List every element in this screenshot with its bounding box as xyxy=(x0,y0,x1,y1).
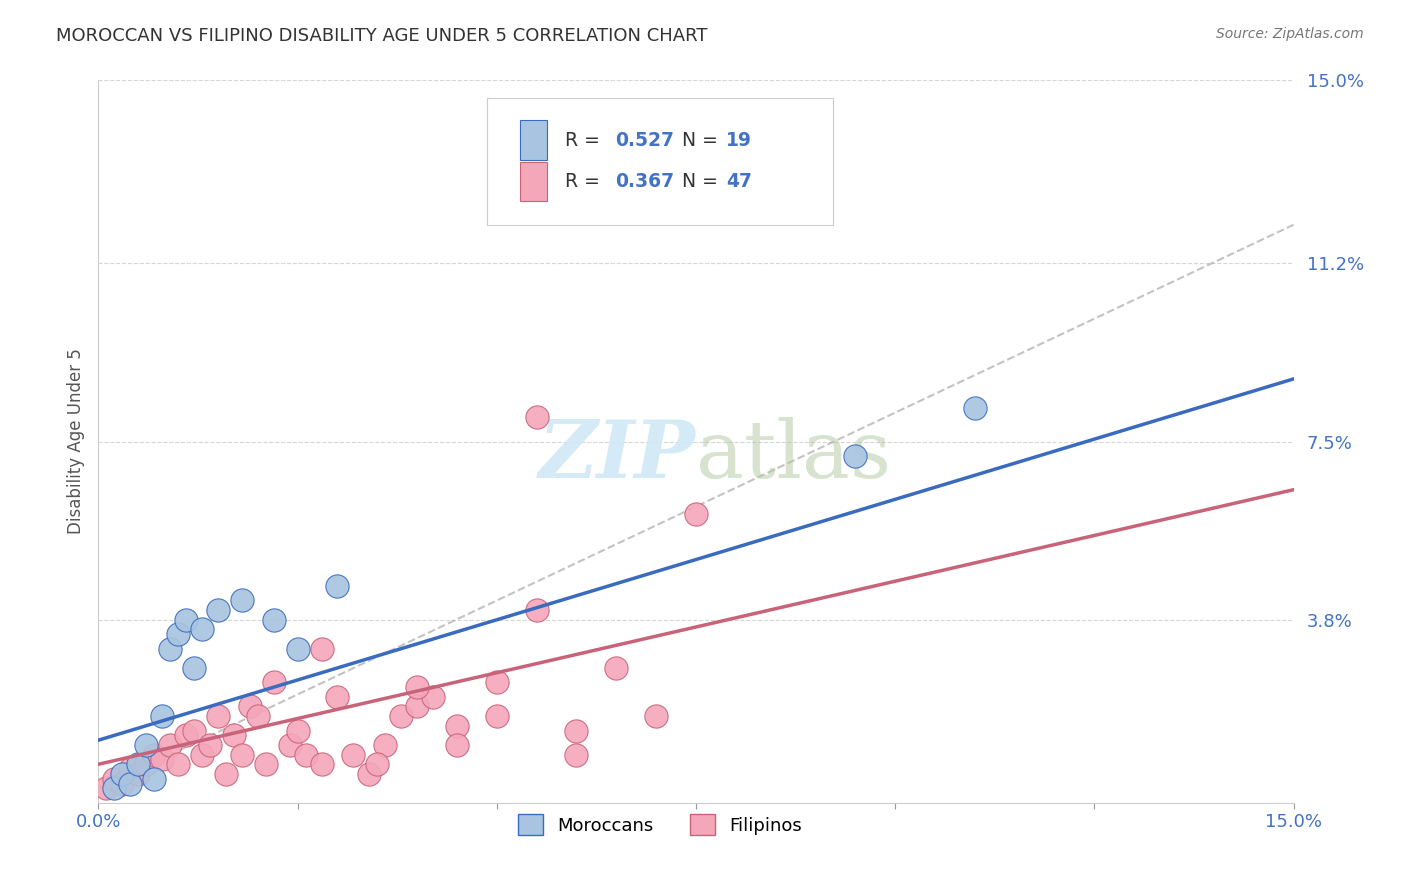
Point xyxy=(239,699,262,714)
Point xyxy=(246,709,269,723)
Point xyxy=(263,613,285,627)
Text: MOROCCAN VS FILIPINO DISABILITY AGE UNDER 5 CORRELATION CHART: MOROCCAN VS FILIPINO DISABILITY AGE UNDE… xyxy=(56,27,707,45)
Point xyxy=(526,410,548,425)
Point xyxy=(143,772,166,786)
Point xyxy=(565,747,588,762)
Point xyxy=(963,401,986,415)
Y-axis label: Disability Age Under 5: Disability Age Under 5 xyxy=(66,349,84,534)
Point xyxy=(287,723,309,738)
Point xyxy=(231,593,253,607)
Point xyxy=(231,747,253,762)
Point xyxy=(215,767,238,781)
Point xyxy=(183,661,205,675)
Point xyxy=(159,738,181,752)
Point xyxy=(174,728,197,742)
Text: R =: R = xyxy=(565,131,606,150)
Point xyxy=(120,762,142,776)
Point xyxy=(127,757,149,772)
Point xyxy=(446,719,468,733)
Text: atlas: atlas xyxy=(696,417,891,495)
Point xyxy=(485,709,508,723)
Point xyxy=(135,738,157,752)
Point xyxy=(565,723,588,738)
Point xyxy=(526,603,548,617)
Point xyxy=(120,776,142,790)
Point xyxy=(207,603,229,617)
Point xyxy=(103,772,125,786)
Point xyxy=(222,728,245,742)
Point xyxy=(287,641,309,656)
FancyBboxPatch shape xyxy=(486,98,834,225)
Point xyxy=(374,738,396,752)
Point xyxy=(127,767,149,781)
Point xyxy=(311,757,333,772)
Point xyxy=(111,776,134,790)
Point xyxy=(342,747,364,762)
Point xyxy=(406,680,429,694)
Point xyxy=(326,690,349,704)
Text: 0.367: 0.367 xyxy=(614,172,673,191)
Point xyxy=(135,757,157,772)
Point xyxy=(326,579,349,593)
Point xyxy=(174,613,197,627)
Legend: Moroccans, Filipinos: Moroccans, Filipinos xyxy=(509,805,811,845)
Point xyxy=(150,709,173,723)
FancyBboxPatch shape xyxy=(520,120,547,161)
Point xyxy=(159,641,181,656)
Point xyxy=(446,738,468,752)
Text: ZIP: ZIP xyxy=(538,417,696,495)
Point xyxy=(198,738,221,752)
Point xyxy=(406,699,429,714)
Point xyxy=(207,709,229,723)
Point xyxy=(167,757,190,772)
Point xyxy=(294,747,316,762)
Point xyxy=(96,781,118,796)
Text: 19: 19 xyxy=(725,131,752,150)
Point xyxy=(150,752,173,766)
Text: R =: R = xyxy=(565,172,606,191)
Point xyxy=(183,723,205,738)
Point xyxy=(143,747,166,762)
Point xyxy=(605,661,627,675)
Point xyxy=(422,690,444,704)
Point xyxy=(254,757,277,772)
FancyBboxPatch shape xyxy=(520,161,547,202)
Point xyxy=(844,449,866,463)
Point xyxy=(359,767,381,781)
Text: N =: N = xyxy=(682,131,724,150)
Point xyxy=(366,757,388,772)
Point xyxy=(111,767,134,781)
Text: Source: ZipAtlas.com: Source: ZipAtlas.com xyxy=(1216,27,1364,41)
Text: N =: N = xyxy=(682,172,724,191)
Point xyxy=(278,738,301,752)
Text: 47: 47 xyxy=(725,172,752,191)
Point xyxy=(311,641,333,656)
Point xyxy=(685,507,707,521)
Point xyxy=(263,675,285,690)
Point xyxy=(167,627,190,641)
Point xyxy=(645,709,668,723)
Text: 0.527: 0.527 xyxy=(614,131,673,150)
Point xyxy=(103,781,125,796)
Point xyxy=(191,747,214,762)
Point xyxy=(485,675,508,690)
Point xyxy=(191,623,214,637)
Point xyxy=(389,709,412,723)
